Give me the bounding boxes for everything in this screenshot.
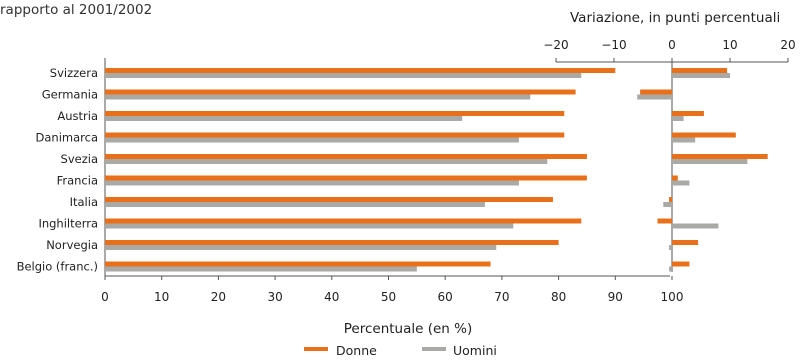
right-tick-label: −10: [601, 38, 626, 52]
category-label-norvegia: Norvegia: [46, 238, 98, 252]
right-tick-label: 10: [722, 38, 737, 52]
legend-swatch-uomini: [422, 347, 446, 351]
right-tick-label: 20: [780, 38, 795, 52]
bar-uomini-francia: [105, 180, 519, 186]
left-tick-label: 90: [608, 290, 623, 304]
legend-swatch-donne: [304, 347, 328, 351]
category-label-svizzera: Svizzera: [50, 66, 98, 80]
left-panel: 0 10 20 30 40 50 60 70 80 90 100: [101, 58, 683, 304]
legend-label-uomini: Uomini: [453, 343, 497, 358]
left-x-axis-label: Percentuale (en %): [344, 321, 473, 337]
category-label-germania: Germania: [42, 88, 98, 102]
left-tick-label: 80: [551, 290, 566, 304]
left-tick-label: 50: [381, 290, 396, 304]
bar-donne-danimarca: [105, 132, 565, 138]
change-bar-uomini-svizzera: [672, 73, 730, 78]
change-bar-uomini-svezia: [672, 159, 748, 164]
bar-donne-austria: [105, 111, 565, 116]
left-tick-label: 40: [324, 290, 339, 304]
change-bar-donne-belgio-franc: [672, 261, 690, 267]
right-tick-label: 0: [668, 38, 676, 52]
bar-uomini-svezia: [105, 159, 548, 164]
category-label-svezia: Svezia: [61, 152, 98, 166]
change-bar-uomini-belgio-franc: [669, 266, 672, 272]
change-bar-uomini-danimarca: [672, 137, 696, 143]
category-label-inghilterra: Inghilterra: [38, 217, 98, 231]
category-label-danimarca: Danimarca: [36, 131, 98, 145]
change-bar-uomini-francia: [672, 180, 690, 186]
change-bar-uomini-germania: [637, 94, 672, 100]
bar-donne-svizzera: [105, 68, 616, 73]
right-panel: −20 −10 0 10 20: [543, 38, 796, 272]
left-tick-label: 10: [154, 290, 169, 304]
bar-donne-italia: [105, 197, 553, 202]
bar-uomini-austria: [105, 116, 463, 121]
left-tick-label: 70: [494, 290, 509, 304]
right-panel-title: Variazione, in punti percentuali: [570, 10, 780, 26]
change-bar-uomini-inghilterra: [672, 223, 719, 229]
left-tick-label: 60: [438, 290, 453, 304]
change-bar-donne-austria: [672, 111, 704, 116]
change-bar-uomini-norvegia: [669, 245, 672, 250]
legend-label-donne: Donne: [336, 343, 377, 358]
category-label-austria: Austria: [57, 109, 98, 123]
change-bar-donne-francia: [672, 175, 678, 181]
bar-uomini-svizzera: [105, 73, 582, 78]
change-bar-uomini-italia: [663, 202, 672, 207]
change-bar-donne-norvegia: [672, 240, 699, 245]
legend: Donne Uomini: [304, 343, 497, 358]
left-tick-label: 30: [267, 290, 282, 304]
change-bar-donne-svizzera: [672, 68, 728, 73]
bar-uomini-inghilterra: [105, 223, 514, 229]
bar-uomini-belgio-franc: [105, 266, 417, 272]
bar-donne-svezia: [105, 154, 587, 159]
bar-uomini-danimarca: [105, 137, 519, 143]
chart-subtitle: rapporto al 2001/2002: [0, 2, 152, 18]
left-tick-label: 0: [101, 290, 109, 304]
change-bar-donne-italia: [669, 197, 672, 202]
category-label-francia: Francia: [57, 174, 98, 188]
change-bar-donne-germania: [640, 89, 672, 95]
bar-donne-germania: [105, 89, 576, 95]
bar-donne-belgio-franc: [105, 261, 491, 267]
bar-donne-francia: [105, 175, 587, 181]
left-tick-label: 100: [661, 290, 684, 304]
change-bar-uomini-austria: [672, 116, 684, 121]
right-tick-label: −20: [543, 38, 568, 52]
change-bar-donne-inghilterra: [657, 218, 672, 224]
bar-donne-norvegia: [105, 240, 559, 245]
change-bar-donne-danimarca: [672, 132, 736, 138]
left-tick-label: 20: [211, 290, 226, 304]
category-label-italia: Italia: [70, 195, 98, 209]
bar-uomini-norvegia: [105, 245, 497, 250]
change-bar-donne-svezia: [672, 154, 768, 159]
category-label-belgio-franc: Belgio (franc.): [17, 260, 98, 274]
bar-donne-inghilterra: [105, 218, 582, 224]
category-labels: Svizzera Germania Austria Danimarca Svezia Fr…: [17, 66, 98, 274]
bar-uomini-italia: [105, 202, 485, 207]
bar-uomini-germania: [105, 94, 531, 100]
